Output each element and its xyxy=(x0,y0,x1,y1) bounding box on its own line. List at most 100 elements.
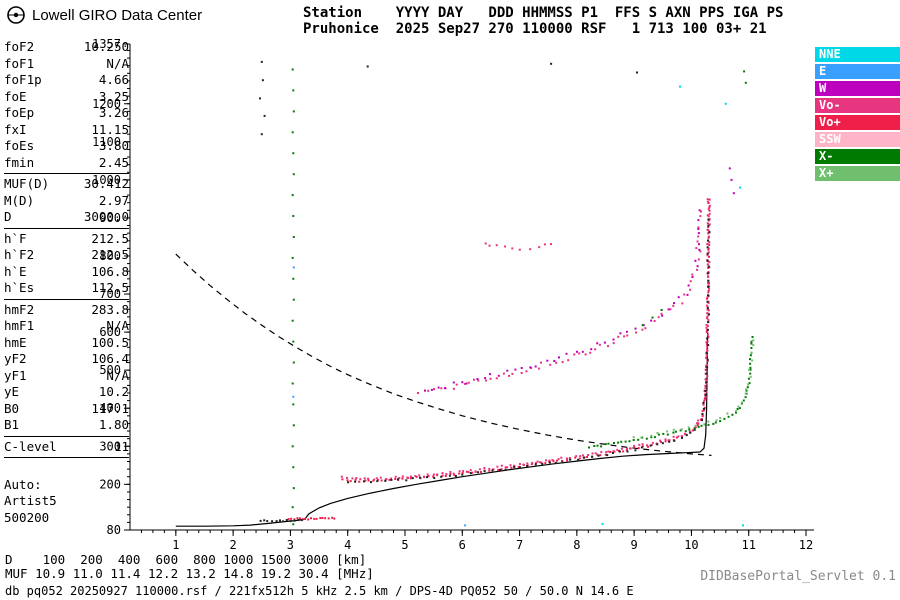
param-label: yF1 xyxy=(4,367,27,383)
param-value: 3.80 xyxy=(98,138,129,153)
x-tick-label: 12 xyxy=(799,538,813,552)
param-row-yf1: yF1 N/A xyxy=(4,368,129,385)
param-row-fmin: fmin 2.45 xyxy=(4,155,129,172)
series-x-trace-dark-green xyxy=(588,336,754,449)
series-es-trace xyxy=(287,516,336,521)
series-o-trace-vo-plus xyxy=(341,198,711,483)
series-noise-cyan xyxy=(601,85,744,527)
param-label: hmE xyxy=(4,334,27,350)
param-label: h`E xyxy=(4,263,27,279)
record-info-line: db pq052 20250927 110000.rsf / 221fx512h… xyxy=(5,584,634,598)
legend-item-w: W xyxy=(815,81,900,96)
param-label: 500200 xyxy=(4,509,50,525)
y-tick-label: 900 xyxy=(99,211,121,225)
param-row-md: M(D) 2.97 xyxy=(4,193,129,210)
param-divider xyxy=(4,457,129,458)
x-tick-label: 4 xyxy=(344,538,351,552)
param-label: foF1 xyxy=(4,55,35,71)
param-label: yE xyxy=(4,384,20,399)
x-tick-label: 2 xyxy=(230,538,237,552)
param-value: 3.25 xyxy=(98,88,129,104)
param-row-clevel: C-level 11 xyxy=(4,439,129,456)
y-tick-label: 700 xyxy=(99,287,121,301)
param-value: 3.26 xyxy=(98,105,129,120)
param-label: fxI xyxy=(4,121,27,137)
param-value: 117.1 xyxy=(91,400,129,416)
param-label: yF2 xyxy=(4,351,27,366)
series-o-trace-dark xyxy=(347,218,711,484)
x-tick-label: 3 xyxy=(287,538,294,552)
param-label: MUF(D) xyxy=(4,176,50,191)
param-row-fxi: fxI 11.15 xyxy=(4,122,129,139)
series-o-trace-2nd-hop-magenta xyxy=(424,209,701,392)
distance-row: D 100 200 400 600 800 1000 1500 3000 [km… xyxy=(5,552,367,567)
param-divider xyxy=(4,173,129,174)
x-tick-label: 11 xyxy=(741,538,755,552)
axes xyxy=(124,43,814,536)
param-label: h`F xyxy=(4,230,27,246)
series-noise-magenta xyxy=(728,167,735,195)
param-value: 2.45 xyxy=(98,154,129,170)
param-value: 11.15 xyxy=(91,121,129,137)
servlet-version-label: DIDBasePortal_Servlet 0.1 xyxy=(700,569,896,584)
param-value: 1.80 xyxy=(98,417,129,432)
param-value: 10.2 xyxy=(98,384,129,399)
y-tick-label: 800 xyxy=(99,249,121,263)
param-value: 106.4 xyxy=(91,351,129,366)
param-row-mufd: MUF(D) 30.412 xyxy=(4,176,129,193)
param-label: foF1p xyxy=(4,72,42,87)
giro-logo-icon xyxy=(7,6,25,24)
y-tick-label: 1200 xyxy=(92,97,121,111)
param-row-500200: 500200 xyxy=(4,510,129,527)
param-row-hf: h`F 212.5 xyxy=(4,231,129,248)
legend-item-nne: NNE xyxy=(815,47,900,62)
param-value: 4.66 xyxy=(98,72,129,87)
param-label: foEp xyxy=(4,105,35,120)
series-o-trace-vo-minus xyxy=(340,198,711,481)
param-value: 2.97 xyxy=(98,192,129,208)
param-label: foE xyxy=(4,88,27,104)
lowell-giro-brand: Lowell GIRO Data Center xyxy=(6,5,202,25)
axis-labels: 1 2 3 4 5 6 7 8 9 10 11 128020030040050060070080090… xyxy=(92,37,813,552)
series-noise-dark xyxy=(259,60,638,136)
param-value: 3000.0 xyxy=(83,209,129,224)
x-tick-label: 7 xyxy=(516,538,523,552)
param-value: 10.250 xyxy=(83,39,129,54)
param-label: hmF1 xyxy=(4,318,35,333)
param-row-artist5: Artist5 xyxy=(4,493,129,510)
param-row-fof1p: foF1p 4.66 xyxy=(4,72,129,89)
param-value: N/A xyxy=(106,318,129,333)
param-label: foEs xyxy=(4,138,35,153)
param-value: 212.5 xyxy=(91,230,129,246)
param-value: 11 xyxy=(113,438,129,454)
param-value: 112.5 xyxy=(91,280,129,295)
param-label: hmF2 xyxy=(4,301,35,317)
y-tick-label: 400 xyxy=(99,401,121,415)
param-row-b1: B1 1.80 xyxy=(4,417,129,434)
legend-item-x-: X- xyxy=(815,149,900,164)
muf-row: MUF 10.9 11.0 11.4 12.2 13.2 14.8 19.2 3… xyxy=(5,566,374,581)
param-label: Auto: xyxy=(4,476,42,492)
param-row-b0: B0 117.1 xyxy=(4,401,129,418)
param-row-ye: yE 10.2 xyxy=(4,384,129,401)
param-row-hme: hmE 100.5 xyxy=(4,335,129,352)
param-value: 212.5 xyxy=(91,247,129,262)
param-row-fof1: foF1 N/A xyxy=(4,56,129,73)
param-divider xyxy=(4,227,129,229)
series-o-trace-2nd-hop-pink xyxy=(417,210,702,394)
legend: NNE E W Vo- Vo+ SSW X- X+ xyxy=(815,47,900,183)
y-tick-label: 200 xyxy=(99,477,121,491)
param-row-hes: h`Es 112.5 xyxy=(4,280,129,297)
y-tick-label: 300 xyxy=(99,439,121,453)
y-tick-label: 1100 xyxy=(92,135,121,149)
x-tick-label: 10 xyxy=(684,538,698,552)
legend-item-vo-: Vo- xyxy=(815,98,900,113)
param-row-he: h`E 106.8 xyxy=(4,264,129,281)
param-label: h`F2 xyxy=(4,247,35,262)
series-f-multiple-arc xyxy=(484,242,552,251)
param-value: 100.5 xyxy=(91,334,129,350)
param-value: N/A xyxy=(106,55,129,71)
series-noise-column-green xyxy=(291,68,295,526)
param-label: foF2 xyxy=(4,39,35,54)
